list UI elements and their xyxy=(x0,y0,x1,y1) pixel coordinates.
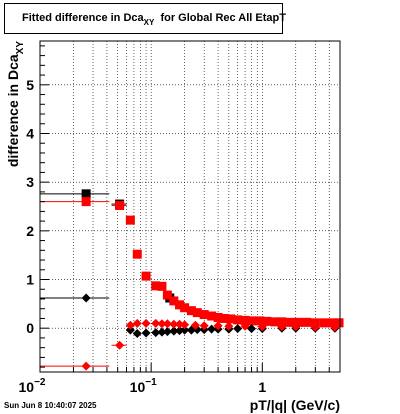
data-point-square xyxy=(180,303,190,313)
y-axis-title-main: difference in Dca xyxy=(5,54,21,167)
x-tick-label: 10−1 xyxy=(130,377,157,395)
data-point-square xyxy=(255,316,265,326)
data-point-square xyxy=(219,313,229,323)
data-point-diamond xyxy=(141,318,151,328)
y-tick-label: 2 xyxy=(26,223,34,239)
data-point-diamond xyxy=(257,322,267,332)
axis-ticks xyxy=(39,45,341,372)
data-point-square xyxy=(262,316,272,326)
data-point-square xyxy=(169,296,179,306)
data-point-square xyxy=(157,281,167,291)
y-axis-title-sub: XY xyxy=(15,41,26,55)
data-point-square xyxy=(213,312,223,322)
data-point-square xyxy=(186,306,196,316)
data-point-diamond xyxy=(81,293,91,303)
tick-labels: 0 1 2 3 4 5 10−2 10−1 1 xyxy=(19,77,267,395)
data-point-diamond xyxy=(151,318,161,328)
data-point-square xyxy=(125,215,135,225)
data-point-square xyxy=(132,249,142,259)
data-point-square xyxy=(151,281,161,291)
data-point-square xyxy=(81,189,91,199)
data-point-diamond xyxy=(291,322,301,332)
chart-title: Fitted difference in DcaXY for Global Re… xyxy=(22,12,286,27)
data-point-diamond xyxy=(115,340,125,350)
data-point-diamond xyxy=(81,361,91,371)
y-axis-title: difference in DcaXY xyxy=(5,41,26,167)
y-tick-label: 4 xyxy=(26,125,34,141)
data-point-square xyxy=(240,315,250,325)
data-point-square xyxy=(141,271,151,281)
data-point-diamond xyxy=(213,321,223,331)
data-point-diamond xyxy=(132,329,142,339)
chart-title-box: Fitted difference in DcaXY for Global Re… xyxy=(4,3,286,34)
data-point-square xyxy=(302,317,312,327)
y-tick-label: 1 xyxy=(26,272,34,288)
data-point-square xyxy=(270,317,280,327)
data-point-diamond xyxy=(132,318,142,328)
x-axis-title: pT/|q| (GeV/c) xyxy=(250,397,340,413)
chart-title-main: Fitted difference in Dca xyxy=(22,12,144,24)
data-point-square xyxy=(175,300,185,310)
data-point-diamond xyxy=(330,322,340,332)
data-point-diamond xyxy=(277,322,287,332)
data-point-diamond xyxy=(151,328,161,338)
data-point-diamond xyxy=(207,324,217,334)
data-point-diamond xyxy=(169,326,179,336)
chart-title-rest: for Global Rec All EtapT xyxy=(160,12,286,24)
y-tick-label: 0 xyxy=(26,320,34,336)
data-point-diamond xyxy=(190,320,200,330)
data-point-diamond xyxy=(141,328,151,338)
data-point-diamond xyxy=(125,320,135,330)
data-point-diamond xyxy=(224,321,234,331)
data-point-diamond xyxy=(125,325,135,335)
data-point-diamond xyxy=(240,321,250,331)
data-point-diamond xyxy=(199,321,209,331)
data-point-diamond xyxy=(180,325,190,335)
data-point-square xyxy=(319,318,329,328)
plot-frame xyxy=(39,40,341,373)
y-tick-label: 3 xyxy=(26,174,34,190)
data-point-diamond xyxy=(169,319,179,329)
data-point-square xyxy=(199,310,209,320)
data-point-diamond xyxy=(233,324,243,334)
data-point-square xyxy=(247,316,257,326)
data-point-diamond xyxy=(162,327,172,337)
data-markers xyxy=(40,189,344,371)
grid-lines xyxy=(39,41,341,372)
data-point-square xyxy=(328,318,338,328)
data-point-diamond xyxy=(175,319,185,329)
data-point-diamond xyxy=(157,319,167,329)
data-point-diamond xyxy=(180,320,190,330)
data-point-square xyxy=(162,290,172,300)
data-point-diamond xyxy=(157,327,167,337)
y-tick-label: 5 xyxy=(26,77,34,93)
data-point-square xyxy=(233,315,243,325)
data-point-square xyxy=(226,314,236,324)
data-point-square xyxy=(192,308,202,318)
chart-title-subscript: XY xyxy=(143,18,155,27)
data-point-square xyxy=(293,317,303,327)
data-point-square xyxy=(277,317,287,327)
data-point-diamond xyxy=(310,322,320,332)
data-point-square xyxy=(334,318,344,328)
data-point-square xyxy=(115,201,125,211)
timestamp: Sun Jun 8 10:40:07 2025 xyxy=(4,401,97,410)
x-tick-label: 10−2 xyxy=(19,377,46,395)
x-tick-label: 1 xyxy=(258,379,266,395)
data-point-square xyxy=(286,317,296,327)
data-point-diamond xyxy=(175,326,185,336)
data-point-diamond xyxy=(162,319,172,329)
data-point-square xyxy=(207,311,217,321)
data-point-square xyxy=(81,197,91,207)
